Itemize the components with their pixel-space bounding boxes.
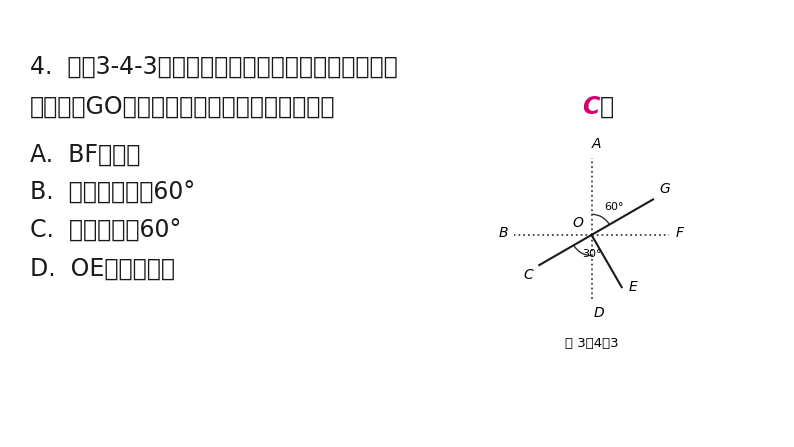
Text: G: G — [660, 182, 670, 196]
Text: B: B — [498, 226, 507, 240]
Text: D.  OE是折射光线: D. OE是折射光线 — [30, 257, 175, 281]
Text: 图 3－4－3: 图 3－4－3 — [565, 337, 619, 350]
Text: 播情形，GO为入射光线，下列说法正确的是（ C ）: 播情形，GO为入射光线，下列说法正确的是（ C ） — [30, 95, 381, 119]
Text: 60°: 60° — [604, 202, 623, 212]
Text: C: C — [582, 95, 599, 119]
Text: 30°: 30° — [582, 249, 602, 259]
Text: A: A — [592, 137, 601, 151]
Text: O: O — [572, 216, 583, 230]
Text: 4.  如图3-4-3所示，是光在空气和玻璃两种介质中传: 4. 如图3-4-3所示，是光在空气和玻璃两种介质中传 — [30, 55, 398, 79]
Text: E: E — [628, 280, 637, 294]
Text: C: C — [523, 268, 533, 283]
Text: B.  入折射角等于60°: B. 入折射角等于60° — [30, 181, 195, 205]
Text: F: F — [676, 226, 684, 240]
Text: C.  折射角等于60°: C. 折射角等于60° — [30, 219, 181, 243]
Text: D: D — [594, 306, 604, 320]
Text: 播情形，GO为入射光线，下列说法正确的是（: 播情形，GO为入射光线，下列说法正确的是（ — [30, 95, 336, 119]
Text: A.  BF是界面: A. BF是界面 — [30, 143, 141, 167]
Text: ）: ） — [600, 95, 614, 119]
